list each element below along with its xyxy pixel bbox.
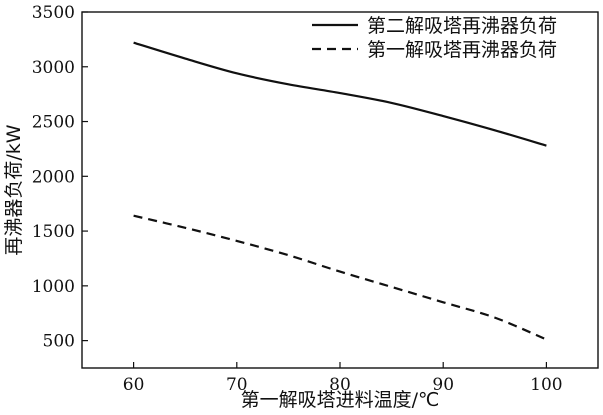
y-tick-label: 3500	[32, 3, 75, 23]
y-tick-label: 500	[43, 332, 75, 352]
y-tick-label: 2500	[32, 113, 75, 133]
legend-label-1: 第二解吸塔再沸器负荷	[367, 15, 557, 37]
y-axis-title: 再沸器负荷/kW	[3, 124, 25, 255]
y-tick-label: 3000	[32, 58, 75, 78]
x-tick-label: 60	[123, 375, 145, 395]
series-line-2	[133, 214, 547, 341]
series-lines	[133, 41, 547, 341]
x-tick-label: 70	[226, 375, 248, 395]
y-tick-label: 1000	[32, 277, 75, 297]
y-tick-label: 1500	[32, 222, 75, 242]
legend-label-2: 第一解吸塔再沸器负荷	[367, 39, 557, 61]
plot-frame	[81, 11, 599, 369]
y-tick-label: 2000	[32, 167, 75, 187]
axis-ticks: 60 70 80 90 100 500 1000 1500 2000 2500 3000 3500	[32, 3, 563, 395]
series-line-1	[133, 41, 547, 147]
x-tick-label: 90	[432, 375, 454, 395]
x-axis-title: 第一解吸塔进料温度/℃	[241, 389, 440, 411]
x-tick-label: 80	[329, 375, 351, 395]
x-tick-label: 100	[530, 375, 562, 395]
